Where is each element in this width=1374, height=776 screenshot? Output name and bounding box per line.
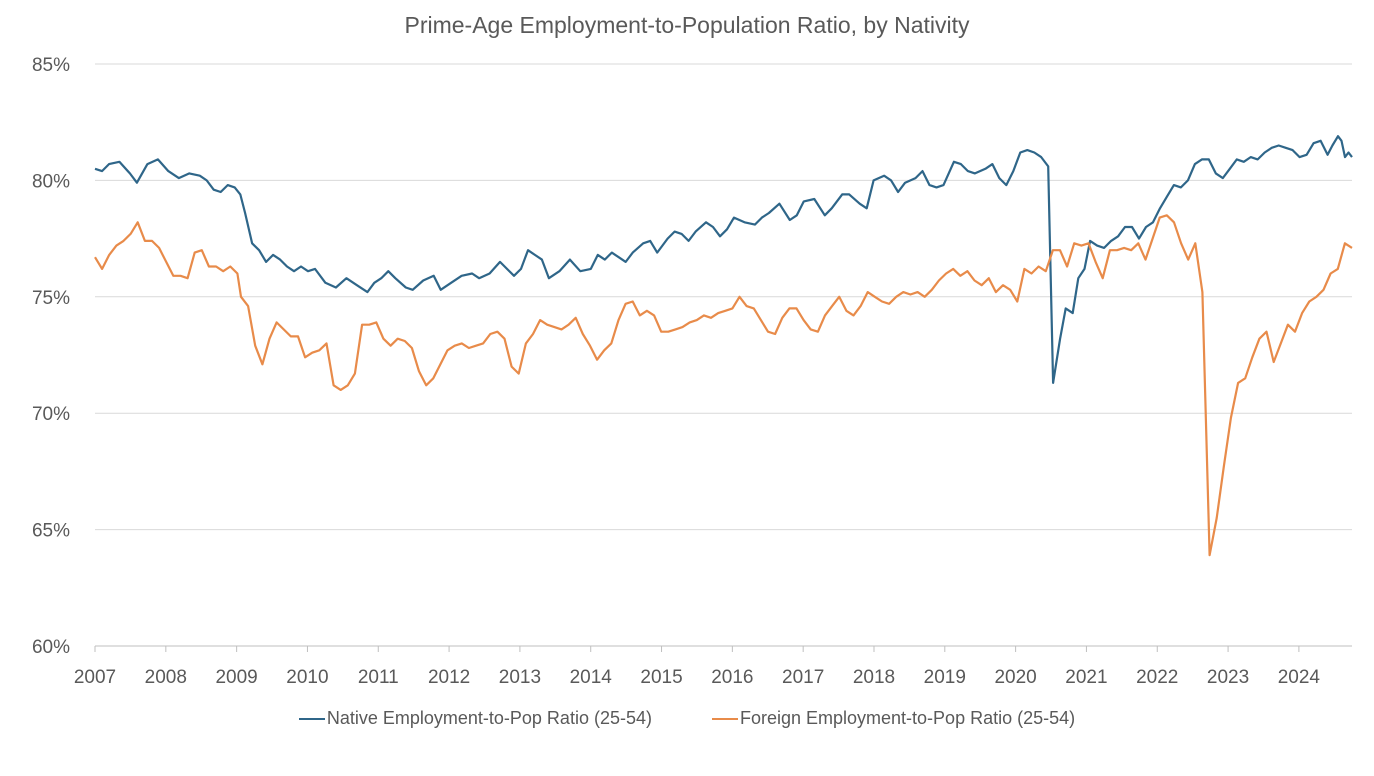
legend-label-native: Native Employment-to-Pop Ratio (25-54) <box>326 707 652 728</box>
legend-label-foreign: Foreign Employment-to-Pop Ratio (25-54) <box>739 707 1076 728</box>
x-tick-label: 2017 <box>782 667 824 688</box>
y-tick-label: 70% <box>32 404 70 425</box>
legend: Native Employment-to-Pop Ratio (25-54) F… <box>0 704 1374 732</box>
x-tick-label: 2009 <box>215 667 257 688</box>
y-tick-label: 60% <box>32 637 70 658</box>
x-axis: 2007 2008 2009 2010 2011 2012 2013 2014 2015 2016… <box>74 645 1352 688</box>
x-tick-label: 2020 <box>994 667 1036 688</box>
y-tick-label: 65% <box>32 521 70 542</box>
series-line-foreign <box>94 214 1353 557</box>
x-tick-label: 2014 <box>570 667 613 688</box>
x-tick-label: 2013 <box>499 667 541 688</box>
x-tick-label: 2022 <box>1136 667 1178 688</box>
series-lines <box>94 135 1353 557</box>
x-tick-label: 2015 <box>640 667 682 688</box>
x-tick-label: 2019 <box>924 667 966 688</box>
x-tick-label: 2010 <box>286 667 328 688</box>
x-tick-label: 2021 <box>1065 667 1107 688</box>
chart-title: Prime-Age Employment-to-Population Ratio… <box>404 12 970 38</box>
y-tick-label: 85% <box>32 55 70 76</box>
y-tick-label: 75% <box>32 288 70 309</box>
x-tick-label: 2008 <box>145 667 187 688</box>
x-tick-label: 2007 <box>74 667 116 688</box>
legend-item-foreign: Foreign Employment-to-Pop Ratio (25-54) <box>711 704 1076 732</box>
x-tick-label: 2018 <box>853 667 895 688</box>
series-line-native <box>94 135 1353 384</box>
x-tick-label: 2024 <box>1278 667 1321 688</box>
x-tick-label: 2023 <box>1207 667 1249 688</box>
x-tick-label: 2016 <box>711 667 753 688</box>
x-tick-label: 2011 <box>358 667 399 688</box>
x-tick-label: 2012 <box>428 667 470 688</box>
legend-item-native: Native Employment-to-Pop Ratio (25-54) <box>298 704 652 732</box>
y-tick-label: 80% <box>32 171 70 192</box>
y-axis-labels: 60% 65% 70% 75% 80% 85% <box>32 55 70 658</box>
grid-lines <box>95 63 1352 531</box>
legend-swatch-foreign <box>711 718 738 720</box>
legend-swatch-native <box>298 718 325 720</box>
